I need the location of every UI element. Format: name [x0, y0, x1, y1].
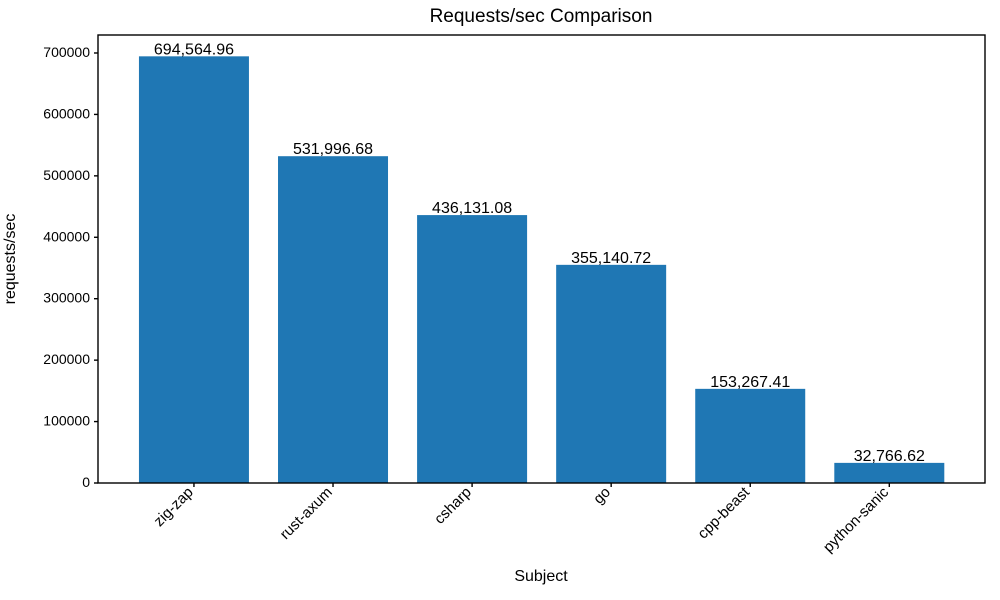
svg-text:500000: 500000 — [43, 167, 90, 183]
svg-text:200000: 200000 — [43, 351, 90, 367]
svg-text:694,564.96: 694,564.96 — [154, 41, 234, 58]
svg-text:32,766.62: 32,766.62 — [854, 448, 925, 465]
svg-text:153,267.41: 153,267.41 — [710, 374, 790, 391]
svg-text:requests/sec: requests/sec — [2, 214, 19, 305]
svg-text:600000: 600000 — [43, 105, 90, 121]
svg-text:400000: 400000 — [43, 228, 90, 244]
svg-text:355,140.72: 355,140.72 — [571, 250, 651, 267]
svg-text:Requests/sec Comparison: Requests/sec Comparison — [430, 6, 653, 27]
svg-text:531,996.68: 531,996.68 — [293, 141, 373, 158]
svg-text:100000: 100000 — [43, 413, 90, 429]
svg-text:300000: 300000 — [43, 290, 90, 306]
svg-text:700000: 700000 — [43, 44, 90, 60]
svg-text:436,131.08: 436,131.08 — [432, 200, 512, 217]
svg-text:0: 0 — [82, 474, 90, 490]
svg-text:Subject: Subject — [514, 568, 568, 585]
